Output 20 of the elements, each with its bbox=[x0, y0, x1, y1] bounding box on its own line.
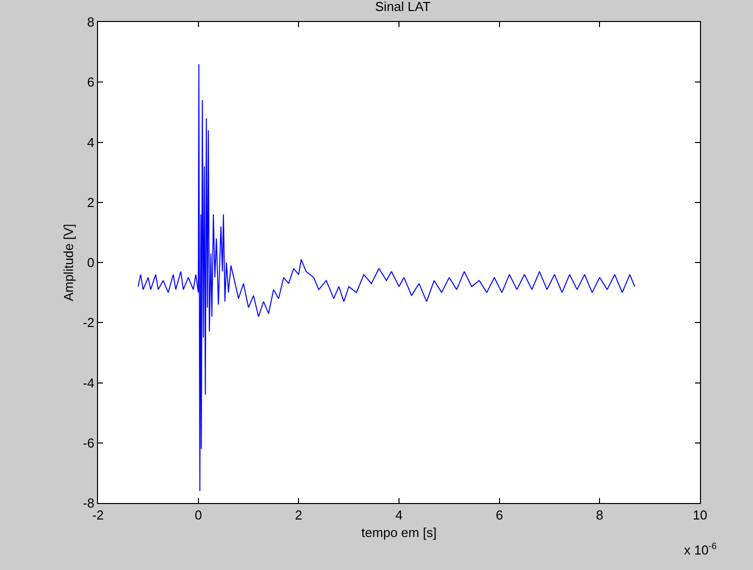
x-tick-label: 10 bbox=[692, 508, 708, 523]
y-axis-title: Amplitude [V] bbox=[60, 224, 76, 302]
x-tick-label: 6 bbox=[496, 508, 503, 523]
y-tick-label: 0 bbox=[87, 255, 94, 270]
chart-title: Sinal LAT bbox=[375, 0, 431, 14]
text: x 10$^{-6}$ bbox=[684, 541, 717, 558]
y-tick-label: -8 bbox=[82, 496, 94, 511]
y-tick-label: 6 bbox=[87, 74, 94, 90]
y-tick-label: 4 bbox=[87, 134, 94, 150]
line-series bbox=[138, 64, 636, 492]
y-tick-label: -6 bbox=[82, 435, 94, 450]
y-tick-label: -4 bbox=[82, 375, 94, 390]
x-tick-label: 4 bbox=[395, 508, 403, 523]
x-tick-label: 8 bbox=[596, 508, 604, 523]
y-tick-label: 2 bbox=[87, 194, 94, 210]
x-tick-label: 0 bbox=[194, 508, 202, 523]
x-axis-title: tempo em [s] bbox=[361, 525, 437, 540]
x-tick-label: 2 bbox=[295, 508, 302, 523]
y-tick-label: 8 bbox=[87, 14, 94, 30]
y-tick-label: -2 bbox=[82, 315, 94, 330]
